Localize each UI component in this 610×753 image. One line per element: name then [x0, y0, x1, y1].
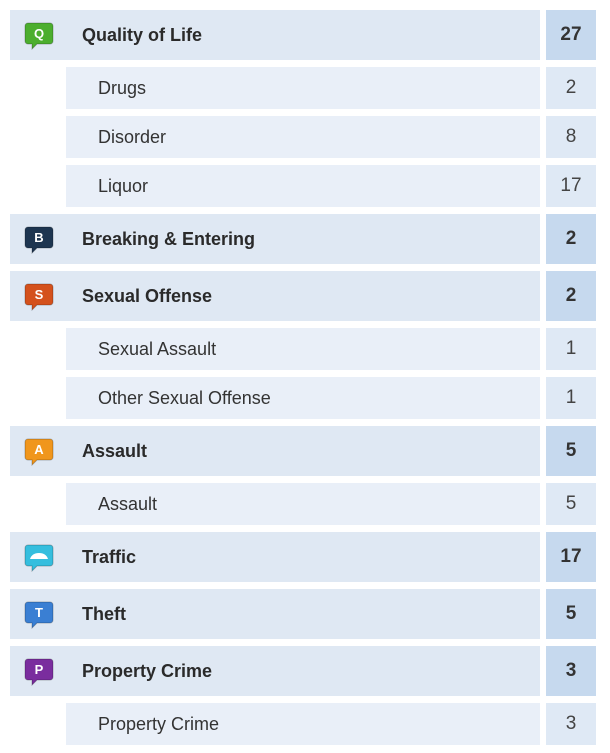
category-icon: [24, 544, 54, 572]
subcategory-row: Property Crime 3: [0, 703, 610, 745]
category-count: 17: [546, 532, 596, 582]
subcategory-count: 5: [546, 483, 596, 525]
subcategory-count: 3: [546, 703, 596, 745]
category-row: A Assault 5: [0, 426, 610, 476]
category-cell: T Theft: [10, 589, 540, 639]
subcategory-row: Sexual Assault 1: [0, 328, 610, 370]
icon-shape: [24, 22, 54, 50]
category-label: Theft: [82, 603, 126, 624]
category-icon: P: [24, 658, 54, 686]
subcategory-row: Disorder 8: [0, 116, 610, 158]
category-icon: S: [24, 283, 54, 311]
category-cell: Q Quality of Life: [10, 10, 540, 60]
subcategory-cell: Drugs: [66, 67, 540, 109]
subcategory-count: 1: [546, 377, 596, 419]
category-count: 5: [546, 589, 596, 639]
category-row: S Sexual Offense 2: [0, 271, 610, 321]
subcategory-label: Property Crime: [98, 713, 220, 734]
category-icon: Q: [24, 22, 54, 50]
category-label: Sexual Offense: [82, 285, 213, 306]
icon-shape: [24, 601, 54, 629]
category-cell: A Assault: [10, 426, 540, 476]
category-label: Property Crime: [82, 660, 213, 681]
category-count: 2: [546, 271, 596, 321]
category-row: P Property Crime 3: [0, 646, 610, 696]
icon-letter: P: [35, 662, 44, 677]
icon-shape: [24, 658, 54, 686]
subcategory-label: Liquor: [98, 175, 149, 196]
subcategory-row: Drugs 2: [0, 67, 610, 109]
icon-shape: [24, 438, 54, 466]
icon-shape: [24, 226, 54, 254]
category-icon: A: [24, 438, 54, 466]
category-row: B Breaking & Entering 2: [0, 214, 610, 264]
category-row: Q Quality of Life 27: [0, 10, 610, 60]
icon-shape: [24, 283, 54, 311]
category-cell: B Breaking & Entering: [10, 214, 540, 264]
subcategory-label: Sexual Assault: [98, 338, 217, 359]
category-row: Traffic 17: [0, 532, 610, 582]
icon-letter: A: [34, 442, 44, 457]
subcategory-row: Liquor 17: [0, 165, 610, 207]
category-icon: B: [24, 226, 54, 254]
category-count: 2: [546, 214, 596, 264]
subcategory-label: Disorder: [98, 126, 167, 147]
category-icon: T: [24, 601, 54, 629]
category-label: Breaking & Entering: [82, 228, 256, 249]
icon-letter: Q: [34, 26, 44, 41]
icon-letter: S: [35, 287, 44, 302]
category-row: T Theft 5: [0, 589, 610, 639]
subcategory-label: Drugs: [98, 77, 147, 98]
subcategory-cell: Property Crime: [66, 703, 540, 745]
subcategory-count: 17: [546, 165, 596, 207]
category-cell: S Sexual Offense: [10, 271, 540, 321]
category-count: 5: [546, 426, 596, 476]
category-label: Traffic: [82, 546, 137, 567]
icon-car: [30, 553, 48, 559]
subcategory-label: Assault: [98, 493, 158, 514]
category-cell: Traffic: [10, 532, 540, 582]
category-count: 27: [546, 10, 596, 60]
category-cell: P Property Crime: [10, 646, 540, 696]
subcategory-cell: Liquor: [66, 165, 540, 207]
subcategory-cell: Assault: [66, 483, 540, 525]
icon-letter: B: [34, 230, 43, 245]
subcategory-count: 2: [546, 67, 596, 109]
subcategory-cell: Other Sexual Offense: [66, 377, 540, 419]
subcategory-label: Other Sexual Offense: [98, 387, 271, 408]
subcategory-cell: Disorder: [66, 116, 540, 158]
subcategory-row: Assault 5: [0, 483, 610, 525]
category-label: Assault: [82, 440, 148, 461]
category-label: Quality of Life: [82, 24, 203, 45]
subcategory-count: 1: [546, 328, 596, 370]
category-count: 3: [546, 646, 596, 696]
subcategory-row: Other Sexual Offense 1: [0, 377, 610, 419]
subcategory-count: 8: [546, 116, 596, 158]
icon-letter: T: [35, 605, 43, 620]
subcategory-cell: Sexual Assault: [66, 328, 540, 370]
